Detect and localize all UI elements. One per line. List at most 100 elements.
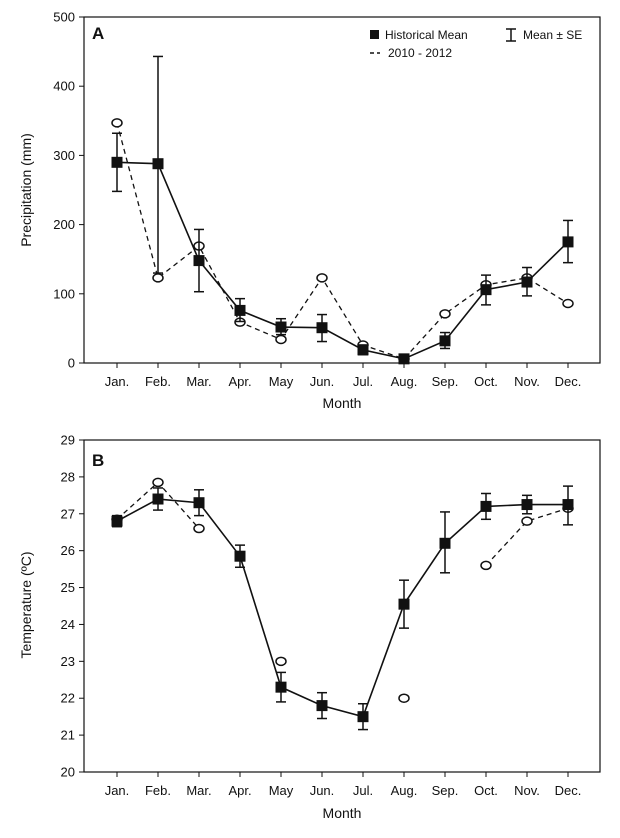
panela-y-tick-label: 500 xyxy=(53,10,75,25)
panela-historical-point xyxy=(316,322,328,334)
panela-x-tick-label: Oct. xyxy=(474,374,498,389)
panel-b-temperature-chart: B Temperature (ºC) Month 202122232425262… xyxy=(18,433,601,821)
panel-a-y-ticks: 0 100 200 300 400 500 xyxy=(53,10,84,371)
panela-y-tick-label: 200 xyxy=(53,217,75,232)
panel-b-error-bars xyxy=(112,485,573,731)
panelb-y-tick-label: 25 xyxy=(61,580,75,595)
panela-historical-point xyxy=(152,158,164,170)
panelb-recent-point xyxy=(152,477,164,488)
panelb-x-tick-label: Dec. xyxy=(555,783,582,798)
panelb-x-tick-label: Nov. xyxy=(514,783,540,798)
panela-x-tick-label: Jul. xyxy=(353,374,373,389)
panelb-x-tick-label: Feb. xyxy=(145,783,171,798)
panela-historical-point xyxy=(439,335,451,347)
panel-b-letter: B xyxy=(92,451,104,470)
panela-x-tick-label: Jun. xyxy=(310,374,335,389)
panelb-historical-point xyxy=(316,700,328,712)
legend: Historical Mean Mean ± SE 2010 - 2012 xyxy=(370,28,582,60)
panelb-y-tick-label: 29 xyxy=(61,433,75,448)
panela-historical-point xyxy=(357,344,369,356)
panelb-historical-point xyxy=(275,681,287,693)
panela-historical-point xyxy=(562,236,574,248)
panel-a-error-bars xyxy=(112,55,573,362)
panela-y-tick-label: 300 xyxy=(53,148,75,163)
panel-a-x-axis-title: Month xyxy=(323,395,362,411)
panelb-y-tick-label: 26 xyxy=(61,543,75,558)
panel-b-x-ticks: Jan. Feb. Mar. Apr. May Jun. Jul. Aug. Sep. Oct. N… xyxy=(105,772,582,798)
panel-b-plot-frame xyxy=(83,439,601,773)
panela-recent-line xyxy=(116,122,569,360)
panela-recent-point xyxy=(439,309,451,319)
panelb-y-tick-label: 21 xyxy=(61,728,75,743)
panela-x-tick-label: Feb. xyxy=(145,374,171,389)
panela-x-tick-label: Nov. xyxy=(514,374,540,389)
panela-x-tick-label: Apr. xyxy=(228,374,251,389)
panela-y-tick-label: 100 xyxy=(53,286,75,301)
panelb-x-tick-label: Apr. xyxy=(228,783,251,798)
panela-x-tick-label: Dec. xyxy=(555,374,582,389)
legend-recent-label: 2010 - 2012 xyxy=(388,46,452,60)
panelb-recent-point xyxy=(521,516,533,526)
panela-historical-point xyxy=(521,276,533,288)
panelb-recent-point xyxy=(275,656,287,667)
panela-x-tick-label: Mar. xyxy=(186,374,211,389)
panelb-historical-point xyxy=(234,550,246,562)
panel-b-recent-series xyxy=(111,477,574,703)
panelb-x-tick-label: Mar. xyxy=(186,783,211,798)
panela-recent-point xyxy=(316,273,328,283)
panel-a-y-axis-title: Precipitation (mm) xyxy=(18,133,34,247)
panelb-x-tick-label: Aug. xyxy=(391,783,418,798)
panel-a-precipitation-chart: A Precipitation (mm) Month 0 100 200 300 400… xyxy=(18,10,601,411)
panelb-recent-point xyxy=(398,693,410,703)
panelb-x-tick-label: Jul. xyxy=(353,783,373,798)
panela-recent-point xyxy=(111,118,123,128)
panela-x-tick-label: Jan. xyxy=(105,374,130,389)
panelb-x-tick-label: Sep. xyxy=(432,783,459,798)
legend-historical-label: Historical Mean xyxy=(385,28,468,42)
panela-historical-line xyxy=(116,161,569,360)
legend-se-marker xyxy=(506,28,516,42)
panelb-y-tick-label: 20 xyxy=(61,765,75,780)
panel-b-x-axis-title: Month xyxy=(323,805,362,821)
panelb-historical-point xyxy=(439,537,451,549)
panelb-x-tick-label: Jun. xyxy=(310,783,335,798)
panel-a-plot-frame xyxy=(83,16,601,364)
panelb-y-tick-label: 27 xyxy=(61,506,75,521)
panel-a-historical-series xyxy=(111,156,574,365)
panelb-historical-point xyxy=(193,497,205,509)
panelb-x-tick-label: Oct. xyxy=(474,783,498,798)
panela-recent-point xyxy=(275,334,287,345)
panel-a-recent-series xyxy=(111,118,574,364)
panelb-historical-point xyxy=(562,499,574,511)
panela-y-tick-label: 0 xyxy=(68,356,75,371)
panelb-recent-line xyxy=(485,507,569,566)
panela-historical-point xyxy=(275,321,287,333)
panelb-x-tick-label: Jan. xyxy=(105,783,130,798)
panela-historical-point xyxy=(193,255,205,267)
panelb-historical-point xyxy=(111,515,123,527)
panelb-historical-line xyxy=(116,498,568,718)
panela-x-tick-label: Sep. xyxy=(432,374,459,389)
panel-b-y-axis-title: Temperature (ºC) xyxy=(18,551,34,658)
legend-historical-marker xyxy=(370,30,379,39)
panelb-y-tick-label: 22 xyxy=(61,691,75,706)
panela-historical-point xyxy=(111,156,123,168)
panela-recent-point xyxy=(152,273,164,283)
panel-b-y-ticks: 20 21 22 23 24 25 26 27 28 29 xyxy=(61,433,84,780)
panelb-historical-point xyxy=(521,499,533,511)
panelb-historical-point xyxy=(480,500,492,512)
panel-b-historical-series xyxy=(111,493,574,723)
panela-x-tick-label: May xyxy=(269,374,294,389)
panela-y-tick-label: 400 xyxy=(53,79,75,94)
panelb-y-tick-label: 28 xyxy=(61,469,75,484)
panelb-y-tick-label: 23 xyxy=(61,654,75,669)
panelb-x-tick-label: May xyxy=(269,783,294,798)
panelb-historical-point xyxy=(152,493,164,505)
panelb-recent-point xyxy=(193,523,205,534)
panela-historical-point xyxy=(398,353,410,365)
panela-historical-point xyxy=(234,304,246,316)
panelb-y-tick-label: 24 xyxy=(61,617,75,632)
panel-a-x-ticks: Jan. Feb. Mar. Apr. May Jun. Jul. Aug. Sep. Oct. N… xyxy=(105,363,582,389)
legend-se-label: Mean ± SE xyxy=(523,28,582,42)
